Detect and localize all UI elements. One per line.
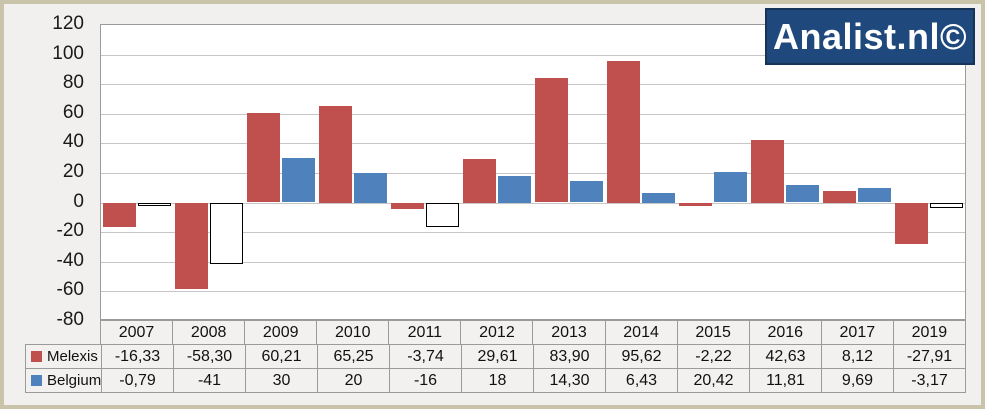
- year-header-2007: 2007: [118, 323, 155, 341]
- bar-melexis-2007: [103, 203, 136, 227]
- year-header-2011: 2011: [388, 321, 460, 344]
- year-header-2015: 2015: [676, 321, 749, 344]
- table-year-header-row: 2007 2008 2009 2010 2011 2012 2013 2014 2015 2016…: [100, 320, 966, 345]
- bar-belgium-2009: [282, 158, 315, 202]
- year-header-2014: 2014: [604, 321, 677, 344]
- y-axis-label-20: 20: [62, 161, 84, 182]
- bar-belgium-2010: [354, 173, 387, 203]
- cell-belgium-2014: 6,43: [605, 369, 677, 392]
- bar-belgium-2011: [426, 203, 459, 227]
- year-header-2016: 2016: [748, 321, 821, 344]
- y-axis-label-40: 40: [62, 131, 84, 153]
- belgium-swatch: [31, 375, 42, 386]
- bar-belgium-2017: [858, 188, 891, 202]
- bar-belgium-2007: [138, 203, 171, 206]
- year-header-2017: 2017: [820, 321, 893, 344]
- analist-logo: Analist.nl©: [765, 8, 975, 65]
- cell-melexis-2017: 8,12: [821, 345, 893, 368]
- cell-belgium-2010: 20: [317, 369, 389, 392]
- cell-melexis-2013: 83,90: [533, 345, 605, 368]
- cell-belgium-2019: -3,17: [893, 369, 965, 392]
- cell-belgium-2015: 20,42: [677, 369, 749, 392]
- y-axis-label--60: -60: [56, 279, 84, 301]
- y-axis-label-60: 60: [62, 101, 84, 123]
- cell-melexis-2010: 65,25: [317, 345, 389, 368]
- cell-melexis-2019: -27,91: [893, 345, 965, 368]
- bar-melexis-2012: [463, 159, 496, 203]
- cell-belgium-2007: -0,79: [101, 369, 173, 392]
- cell-belgium-2012: 18: [461, 369, 533, 392]
- gridline--20: [101, 232, 965, 233]
- legend-cell-belgium: Belgium: [26, 369, 101, 392]
- year-header-2019: 2019: [892, 321, 965, 344]
- gridline-0: [101, 203, 965, 204]
- legend-label-belgium: Belgium: [47, 372, 101, 389]
- bar-belgium-2014: [642, 193, 675, 203]
- bar-belgium-2008: [210, 203, 243, 264]
- cell-melexis-2016: 42,63: [749, 345, 821, 368]
- cell-melexis-2011: -3,74: [389, 345, 461, 368]
- cell-melexis-2009: 60,21: [245, 345, 317, 368]
- cell-belgium-2017: 9,69: [821, 369, 893, 392]
- year-header-2012: 2012: [460, 321, 532, 344]
- bar-melexis-2009: [247, 113, 280, 202]
- bar-belgium-2016: [786, 185, 819, 202]
- cell-belgium-2008: -41: [173, 369, 245, 392]
- bar-melexis-2017: [823, 191, 856, 203]
- bar-melexis-2011: [391, 203, 424, 209]
- table-row-melexis: Melexis -16,33 -58,30 60,21 65,25 -3,74 29,61 8…: [25, 344, 966, 369]
- cell-belgium-2016: 11,81: [749, 369, 821, 392]
- bar-melexis-2014: [607, 61, 640, 203]
- year-header-2013: 2013: [532, 321, 604, 344]
- gridline--60: [101, 291, 965, 292]
- year-header-2008: 2008: [172, 321, 244, 344]
- y-axis-label-100: 100: [52, 42, 84, 64]
- melexis-swatch: [31, 351, 42, 362]
- bar-melexis-2010: [319, 106, 352, 203]
- cell-melexis-2014: 95,62: [605, 345, 677, 368]
- y-axis-label--20: -20: [56, 220, 84, 242]
- cell-belgium-2009: 30: [245, 369, 317, 392]
- cell-melexis-2007: -16,33: [101, 345, 173, 368]
- gridline--40: [101, 262, 965, 263]
- gridline-40: [101, 143, 965, 144]
- gridline-80: [101, 84, 965, 85]
- bar-belgium-2019: [930, 203, 963, 208]
- cell-belgium-2011: -16: [389, 369, 461, 392]
- cell-melexis-2015: -2,22: [677, 345, 749, 368]
- gridline-100: [101, 55, 965, 56]
- bar-belgium-2012: [498, 176, 531, 203]
- bar-melexis-2019: [895, 203, 928, 244]
- y-axis-label-80: 80: [62, 72, 84, 94]
- gridline-20: [101, 173, 965, 174]
- bar-melexis-2015: [679, 203, 712, 206]
- cell-melexis-2008: -58,30: [173, 345, 245, 368]
- y-axis-label-120: 120: [52, 13, 84, 34]
- bar-melexis-2008: [175, 203, 208, 289]
- bar-belgium-2013: [570, 181, 603, 202]
- bar-melexis-2016: [751, 140, 784, 203]
- year-header-2009: 2009: [244, 321, 316, 344]
- y-axis-label-0: 0: [73, 190, 84, 212]
- legend-label-melexis: Melexis: [47, 348, 98, 365]
- bar-melexis-2013: [535, 78, 568, 202]
- y-axis-label--40: -40: [56, 249, 84, 271]
- year-header-2010: 2010: [316, 321, 388, 344]
- y-axis: 120 100 80 60 40 20 0 -20 -40 -60 -80: [4, 4, 92, 334]
- cell-belgium-2013: 14,30: [533, 369, 605, 392]
- gridline-60: [101, 114, 965, 115]
- y-axis-label--80: -80: [56, 309, 84, 330]
- cell-melexis-2012: 29,61: [461, 345, 533, 368]
- table-row-belgium: Belgium -0,79 -41 30 20 -16 18 14,30 6,43 20,42 11…: [25, 368, 966, 393]
- plot-area: [100, 24, 966, 320]
- legend-cell-melexis: Melexis: [26, 345, 101, 368]
- analist-logo-text: Analist.nl©: [772, 15, 968, 57]
- bar-belgium-2015: [714, 172, 747, 202]
